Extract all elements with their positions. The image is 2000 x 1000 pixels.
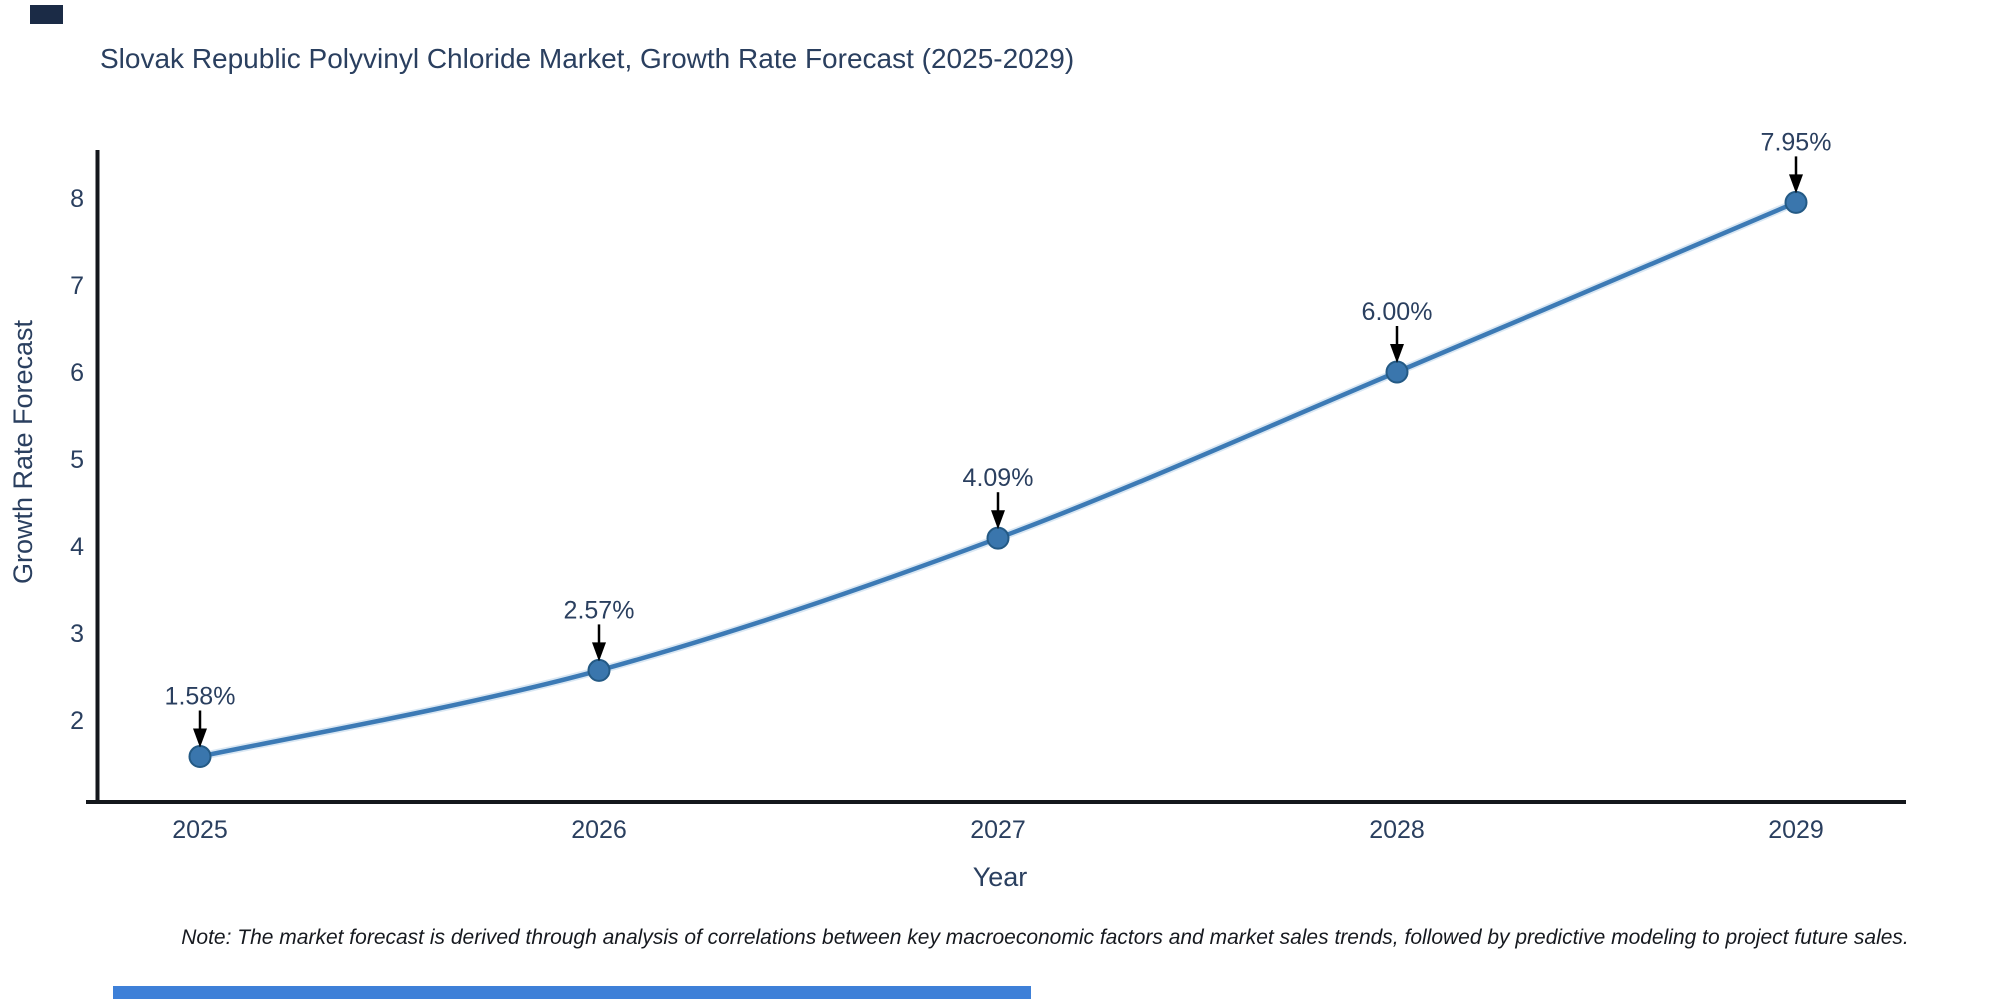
annotation-arrow-head [1390, 344, 1404, 363]
y-tick-label: 4 [70, 533, 84, 561]
annotation-arrow-head [1789, 174, 1803, 194]
x-axis-title: Year [973, 862, 1028, 892]
data-point-marker [1784, 190, 1808, 214]
annotation-arrow-head [193, 728, 207, 748]
data-point-marker [587, 658, 611, 682]
annotation-layer: 1.58% 2.57% 4.09% 6.00% 7.95% [165, 128, 1832, 748]
x-tick-label: 2027 [970, 816, 1026, 844]
data-point-marker [188, 745, 212, 769]
annotation-arrow-head [991, 510, 1005, 530]
y-tick-label: 7 [70, 272, 84, 300]
y-tick-label: 2 [70, 707, 84, 735]
bottom-bar [113, 986, 1031, 999]
chart-title: Slovak Republic Polyvinyl Chloride Marke… [100, 43, 1074, 74]
data-point-marker [1385, 360, 1409, 384]
top-left-mark [30, 5, 63, 24]
y-tick-label: 6 [70, 359, 84, 387]
x-tick-label: 2028 [1369, 816, 1425, 844]
data-point-marker [986, 526, 1010, 550]
point-value-label: 1.58% [165, 683, 236, 711]
point-value-label: 2.57% [564, 596, 635, 624]
x-tick-label: 2026 [571, 816, 627, 844]
annotation-arrow-head [592, 642, 606, 662]
y-tick-label: 8 [70, 185, 84, 213]
x-tick-label: 2029 [1768, 816, 1824, 844]
point-value-label: 4.09% [963, 464, 1034, 492]
y-axis-title: Growth Rate Forecast [8, 319, 38, 584]
y-tick-label: 3 [70, 620, 84, 648]
axes-layer: 2 3 4 5 6 7 8 2025 2026 2027 2028 2029 [70, 150, 1906, 844]
point-value-label: 7.95% [1761, 128, 1832, 156]
point-value-label: 6.00% [1362, 298, 1433, 326]
x-tick-label: 2025 [172, 816, 228, 844]
footnote: Note: The market forecast is derived thr… [181, 926, 1909, 949]
y-tick-label: 5 [70, 446, 84, 474]
